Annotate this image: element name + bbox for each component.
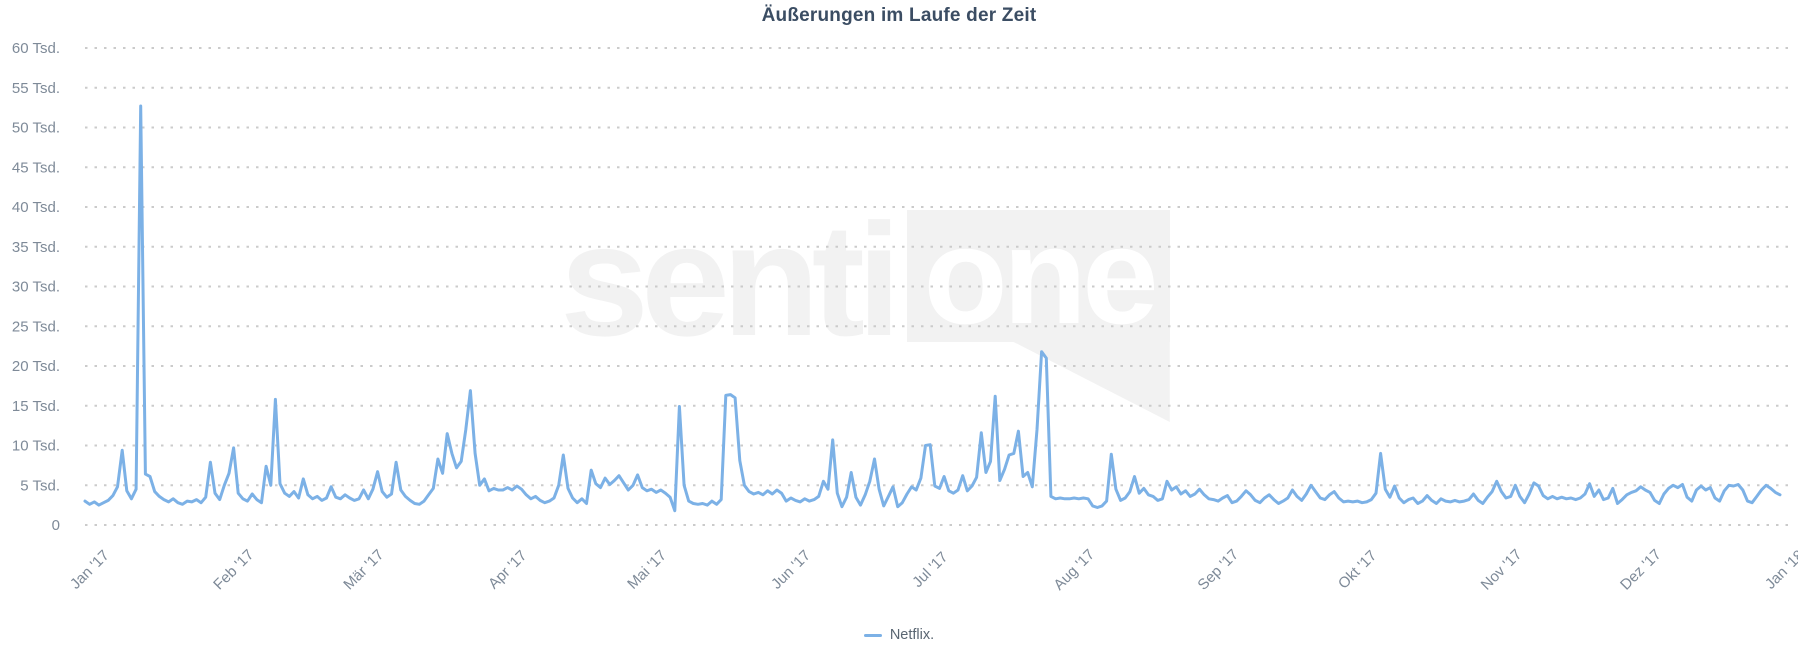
x-axis-tick-label: Jan '18 — [1762, 547, 1798, 593]
y-axis-tick-label: 40 Tsd. — [12, 199, 60, 216]
x-axis-tick-label: Sep '17 — [1194, 546, 1242, 594]
y-axis-tick-label: 35 Tsd. — [12, 239, 60, 256]
x-axis-tick-label: Apr '17 — [485, 547, 530, 592]
x-axis-tick-label: Nov '17 — [1478, 546, 1526, 594]
x-axis-tick-label: Jul '17 — [909, 549, 951, 591]
x-axis-tick-label: Mär '17 — [340, 546, 387, 593]
y-axis-tick-label: 45 Tsd. — [12, 159, 60, 176]
series-line-netflix[interactable] — [83, 104, 1782, 513]
y-axis-tick-label: 10 Tsd. — [12, 438, 60, 455]
x-axis-tick-label: Aug '17 — [1050, 546, 1098, 594]
x-axis-tick-label: Mai '17 — [624, 547, 670, 593]
y-axis-tick-label: 60 Tsd. — [12, 40, 60, 57]
y-axis-tick-label: 30 Tsd. — [12, 279, 60, 296]
x-axis-tick-label: Okt '17 — [1335, 547, 1380, 592]
legend-item-netflix[interactable]: Netflix. — [863, 627, 935, 643]
x-axis-tick-label: Jan '17 — [67, 547, 113, 593]
chart-legend: Netflix. — [0, 627, 1798, 643]
y-axis-tick-label: 20 Tsd. — [12, 358, 60, 375]
legend-label: Netflix. — [889, 627, 935, 643]
y-axis-tick-label: 25 Tsd. — [12, 318, 60, 335]
y-axis-tick-label: 5 Tsd. — [20, 477, 60, 494]
x-axis-tick-label: Dez '17 — [1617, 546, 1665, 594]
y-axis-tick-label: 55 Tsd. — [12, 80, 60, 97]
y-axis-tick-label: 15 Tsd. — [12, 398, 60, 415]
chart-title: Äußerungen im Laufe der Zeit — [761, 5, 1037, 26]
y-axis-tick-label: 50 Tsd. — [12, 120, 60, 137]
y-axis-tick-label: 0 — [52, 517, 60, 534]
x-axis-tick-label: Feb '17 — [210, 546, 257, 593]
x-axis-tick-label: Jun '17 — [768, 547, 814, 593]
legend-line-marker-icon — [863, 633, 882, 637]
